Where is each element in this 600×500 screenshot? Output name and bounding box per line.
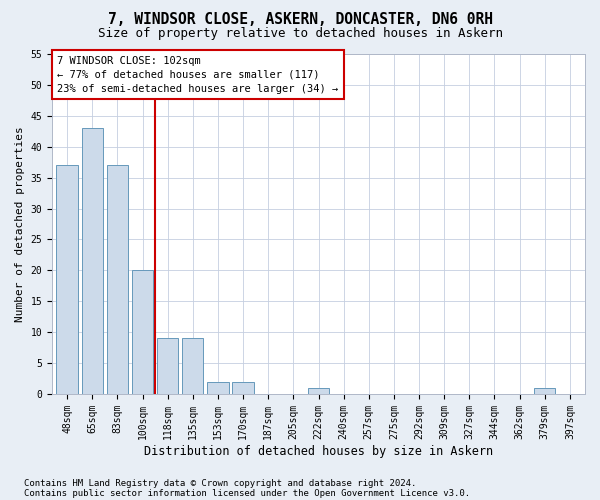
Text: 7 WINDSOR CLOSE: 102sqm
← 77% of detached houses are smaller (117)
23% of semi-d: 7 WINDSOR CLOSE: 102sqm ← 77% of detache… bbox=[58, 56, 338, 94]
Bar bbox=[308, 388, 329, 394]
Bar bbox=[56, 166, 78, 394]
Bar bbox=[207, 382, 229, 394]
Y-axis label: Number of detached properties: Number of detached properties bbox=[15, 126, 25, 322]
Text: Contains public sector information licensed under the Open Government Licence v3: Contains public sector information licen… bbox=[24, 488, 470, 498]
Text: 7, WINDSOR CLOSE, ASKERN, DONCASTER, DN6 0RH: 7, WINDSOR CLOSE, ASKERN, DONCASTER, DN6… bbox=[107, 12, 493, 28]
Bar bbox=[182, 338, 203, 394]
X-axis label: Distribution of detached houses by size in Askern: Distribution of detached houses by size … bbox=[144, 444, 493, 458]
Bar bbox=[534, 388, 556, 394]
Bar bbox=[107, 166, 128, 394]
Bar bbox=[157, 338, 178, 394]
Bar bbox=[132, 270, 153, 394]
Bar bbox=[82, 128, 103, 394]
Bar bbox=[232, 382, 254, 394]
Text: Contains HM Land Registry data © Crown copyright and database right 2024.: Contains HM Land Registry data © Crown c… bbox=[24, 478, 416, 488]
Text: Size of property relative to detached houses in Askern: Size of property relative to detached ho… bbox=[97, 28, 503, 40]
